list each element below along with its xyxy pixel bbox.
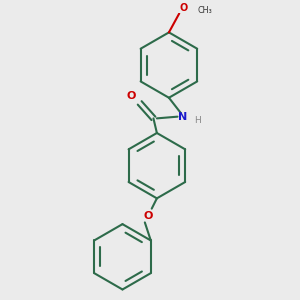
Text: N: N (178, 112, 187, 122)
Text: CH₃: CH₃ (197, 5, 212, 14)
Text: O: O (144, 211, 153, 220)
Text: O: O (180, 3, 188, 13)
Text: H: H (194, 116, 201, 124)
Text: O: O (127, 91, 136, 101)
